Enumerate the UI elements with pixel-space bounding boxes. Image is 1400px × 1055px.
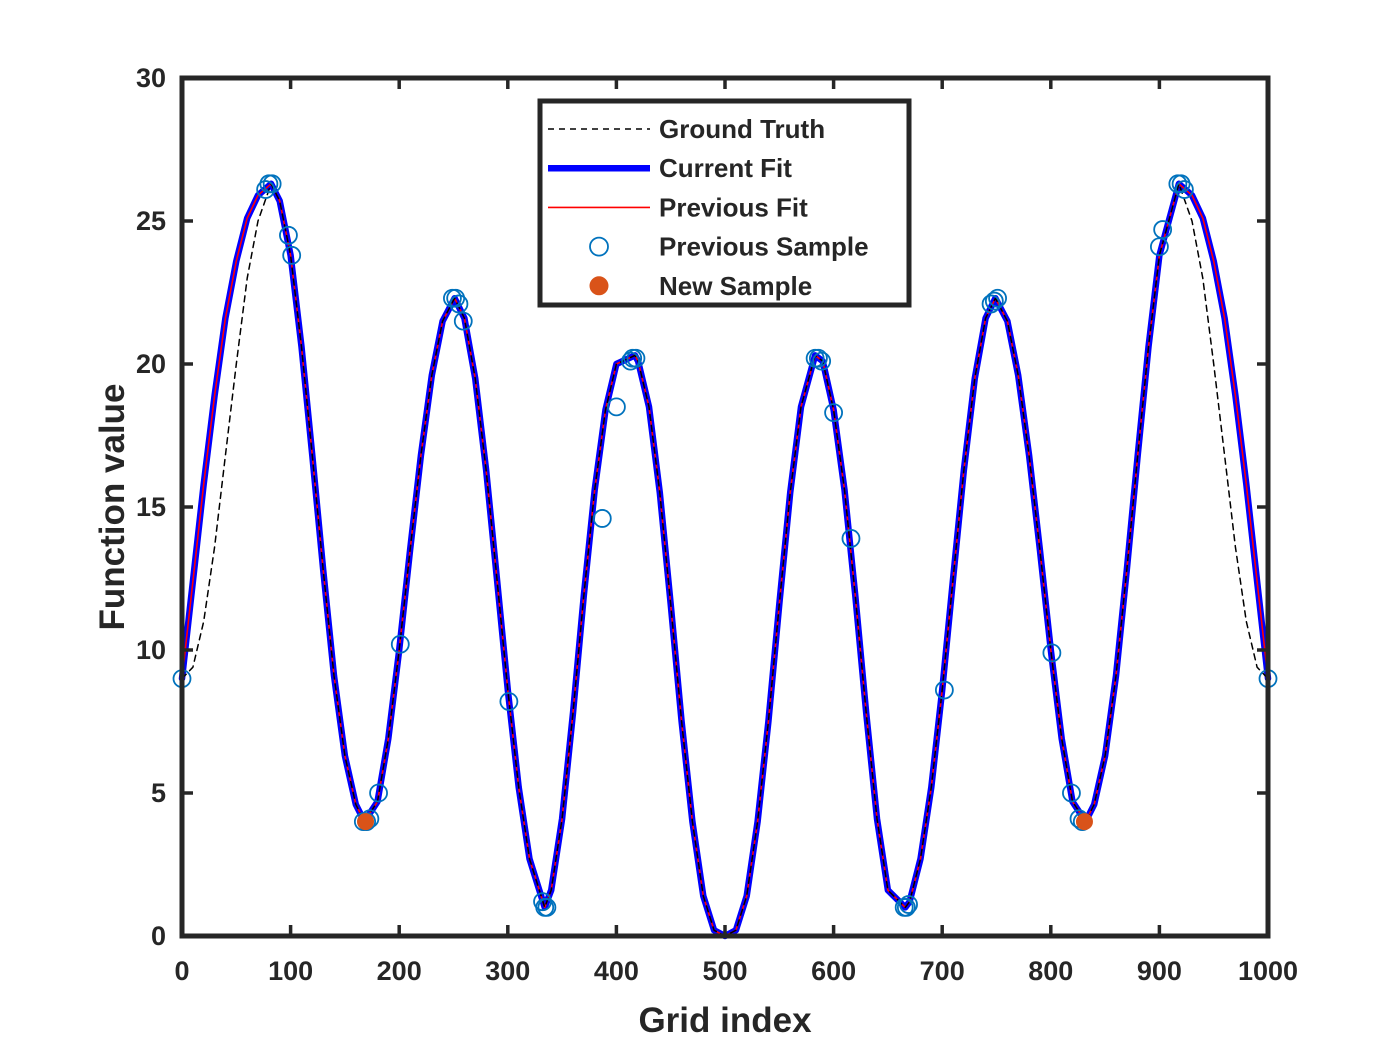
x-tick-label: 900 xyxy=(1137,956,1182,986)
previous-sample-point xyxy=(981,294,1001,314)
previous-sample-point xyxy=(984,291,1004,311)
y-tick-label: 25 xyxy=(136,206,166,236)
legend-label: Ground Truth xyxy=(659,114,825,144)
y-tick-label: 30 xyxy=(136,63,166,93)
previous-sample-point xyxy=(499,692,519,711)
previous-sample-point xyxy=(1174,180,1194,199)
y-axis-ticks: 0 5 10 15 20 25 30 xyxy=(136,63,1268,951)
y-axis-title: Function value xyxy=(93,384,132,631)
x-tick-label: 600 xyxy=(811,956,856,986)
y-tick-label: 10 xyxy=(136,635,166,665)
x-tick-label: 300 xyxy=(485,956,530,986)
legend-items: Ground Truth Current Fit Previous Fit Previ… xyxy=(548,114,869,301)
previous-sample-point xyxy=(369,783,388,803)
x-axis-ticks: 0 100 200 300 400 500 600 700 800 900 1000 xyxy=(174,78,1298,986)
legend-label: Current Fit xyxy=(659,153,792,183)
legend-label: Previous Sample xyxy=(659,232,869,262)
previous-sample-point xyxy=(449,294,469,314)
new-sample-point xyxy=(357,813,375,831)
previous-sample-point xyxy=(1062,783,1081,803)
previous-sample-point xyxy=(808,348,828,368)
previous-sample-point xyxy=(988,288,1007,308)
legend-box xyxy=(537,98,912,308)
previous-sample-point xyxy=(934,680,954,700)
y-tick-label: 20 xyxy=(136,349,166,379)
x-axis-title: Grid index xyxy=(638,1001,812,1040)
previous-sample-point xyxy=(824,403,843,423)
previous-sample-point xyxy=(453,311,473,331)
x-tick-label: 400 xyxy=(594,956,639,986)
previous-sample-point xyxy=(607,397,626,417)
x-tick-label: 1000 xyxy=(1238,956,1298,986)
x-tick-label: 200 xyxy=(377,956,422,986)
previous-sample-point xyxy=(282,245,302,265)
previous-sample-point xyxy=(841,529,861,548)
legend-label: Previous Fit xyxy=(659,192,808,222)
previous-sample-point xyxy=(899,895,918,914)
previous-sample-point xyxy=(896,898,916,917)
y-tick-label: 0 xyxy=(151,921,166,951)
legend-label: New Sample xyxy=(659,271,812,301)
new-sample-point xyxy=(1075,813,1093,831)
series-layer xyxy=(172,174,1278,940)
previous-sample-point xyxy=(390,634,410,654)
legend-swatch-filled-circle xyxy=(589,276,609,296)
previous-sample-point xyxy=(537,898,557,917)
x-tick-label: 700 xyxy=(920,956,965,986)
previous-sample-point xyxy=(262,174,282,194)
legend: Ground Truth Current Fit Previous Fit Previ… xyxy=(537,98,912,308)
previous-sample-point xyxy=(279,225,298,245)
previous-sample-point xyxy=(1042,643,1062,663)
x-tick-label: 100 xyxy=(268,956,313,986)
x-tick-label: 800 xyxy=(1028,956,1073,986)
previous-sample-point xyxy=(812,351,832,371)
x-tick-label: 500 xyxy=(702,956,747,986)
previous-sample-point xyxy=(626,348,646,368)
previous-sample-point xyxy=(592,509,612,528)
previous-sample-point xyxy=(1153,220,1173,239)
legend-swatch-open-circle xyxy=(589,236,609,257)
y-tick-label: 5 xyxy=(151,778,166,808)
x-tick-label: 0 xyxy=(174,956,189,986)
y-tick-label: 15 xyxy=(136,492,166,522)
